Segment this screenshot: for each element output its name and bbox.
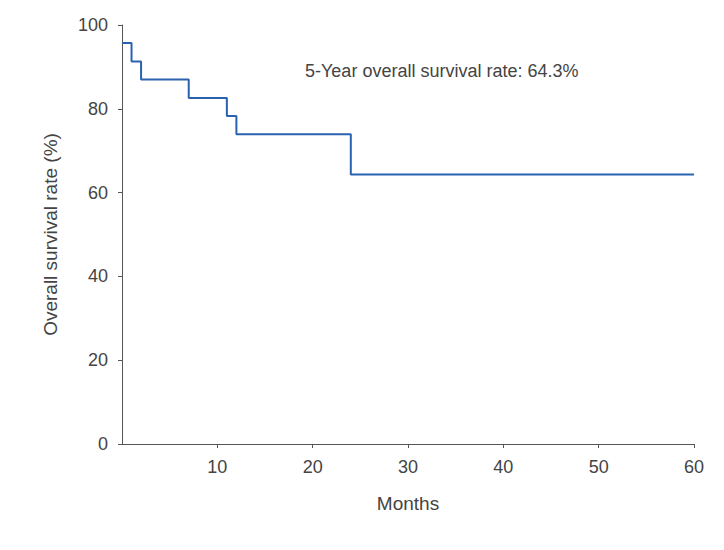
svg-text:Months: Months [377,493,439,514]
svg-text:60: 60 [88,183,108,203]
svg-text:40: 40 [493,457,513,477]
svg-text:60: 60 [684,457,704,477]
svg-text:30: 30 [398,457,418,477]
svg-text:80: 80 [88,99,108,119]
svg-text:20: 20 [88,350,108,370]
svg-text:5-Year overall survival rate:: 5-Year overall survival rate: 64.3% [305,61,578,81]
svg-text:10: 10 [207,457,227,477]
svg-text:Overall survival rate (%): Overall survival rate (%) [40,133,61,336]
svg-text:50: 50 [589,457,609,477]
svg-text:0: 0 [98,434,108,454]
svg-text:20: 20 [303,457,323,477]
svg-text:40: 40 [88,266,108,286]
svg-text:100: 100 [78,15,108,35]
